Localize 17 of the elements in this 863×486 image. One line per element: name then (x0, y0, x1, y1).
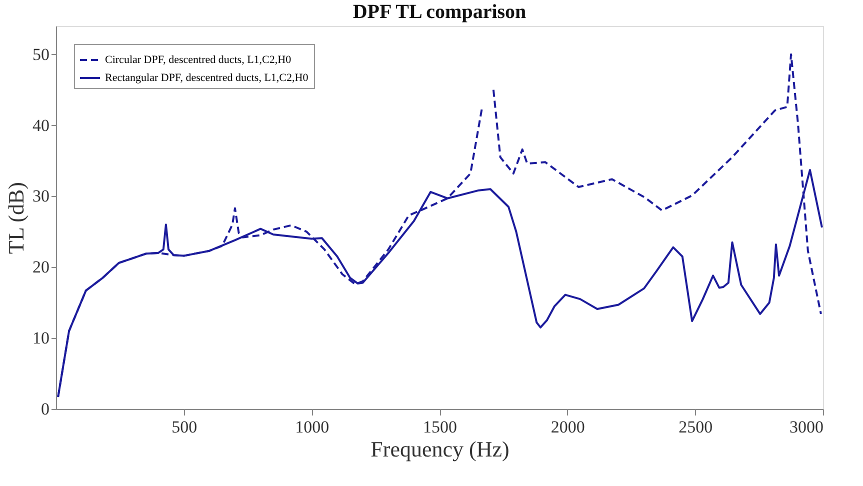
legend-label: Circular DPF, descentred ducts, L1,C2,H0 (105, 54, 292, 66)
y-tick-label: 0 (41, 400, 50, 418)
x-axis-title: Frequency (Hz) (370, 436, 510, 462)
x-tick-label: 2000 (550, 418, 585, 436)
y-tick-label: 10 (32, 328, 50, 348)
y-tick-label: 30 (32, 186, 50, 206)
x-tick-label: 1000 (295, 418, 330, 436)
x-tick-label: 500 (172, 418, 198, 436)
x-tick-label: 2500 (678, 418, 713, 436)
x-tick-label: 3000 (790, 418, 824, 436)
y-tick-label: 40 (32, 116, 50, 135)
y-tick-label: 20 (32, 258, 50, 277)
x-tick-label: 1500 (423, 418, 457, 436)
chart-title: DPF TL comparison (352, 1, 526, 23)
legend-label: Rectangular DPF, descentred ducts, L1,C2,H0 (105, 72, 309, 84)
y-axis-title: TL (dB) (4, 182, 28, 254)
y-tick-label: 50 (32, 44, 50, 64)
